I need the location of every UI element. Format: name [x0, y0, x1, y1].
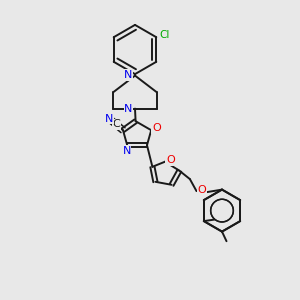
Text: N: N: [122, 146, 131, 156]
Text: O: O: [152, 123, 161, 133]
Text: O: O: [197, 185, 206, 195]
Text: N: N: [105, 114, 114, 124]
Text: Cl: Cl: [159, 30, 169, 40]
Text: O: O: [166, 155, 175, 165]
Text: N: N: [124, 70, 133, 80]
Text: N: N: [124, 103, 133, 114]
Text: C: C: [113, 119, 121, 129]
